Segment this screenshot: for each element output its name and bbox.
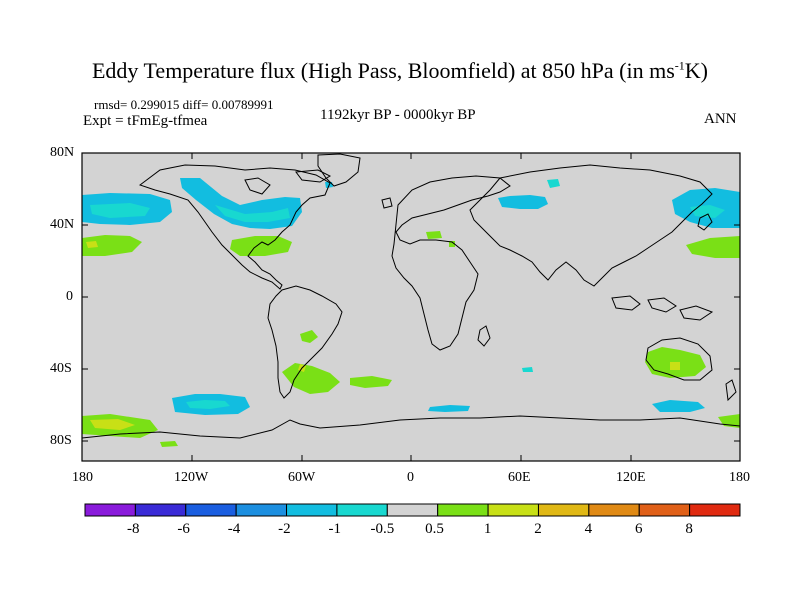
colorbar-label: 2 (534, 521, 542, 537)
experiment-label: Expt = tFmEg-tfmea (83, 113, 208, 129)
lon-label-180w: 180 (72, 470, 93, 485)
lon-label-0: 0 (407, 470, 414, 485)
colorbar-swatch (286, 503, 338, 517)
colorbar-label: -1 (328, 521, 342, 537)
colorbar-label: -6 (177, 521, 190, 537)
region-subtropical-pacific-west (82, 235, 142, 256)
colorbar-label: 4 (584, 521, 593, 537)
colorbar-swatch (588, 503, 640, 517)
colorbar-swatch (537, 503, 590, 517)
flux-regions (82, 178, 740, 447)
lat-label-40s: 40S (50, 361, 72, 376)
colorbar-label: 8 (685, 521, 693, 537)
region-southern-ocean-indian (652, 400, 705, 412)
colorbar-swatch (689, 503, 741, 517)
region-south-america (282, 363, 340, 394)
lon-label-120w: 120W (174, 470, 209, 485)
region-gulf (230, 236, 292, 256)
map-background (82, 153, 740, 461)
colorbar-swatch (235, 503, 288, 517)
map-title: Eddy Temperature flux (High Pass, Bloomf… (91, 58, 708, 83)
lat-label-80n: 80N (50, 145, 75, 160)
coastlines (81, 153, 741, 439)
colorbar-label: -2 (278, 521, 291, 537)
colorbar-label: 6 (635, 521, 643, 537)
colorbar (84, 503, 741, 517)
axis-ticks (81, 152, 741, 461)
colorbar-label: -4 (227, 521, 241, 537)
lat-label-80s: 80S (50, 433, 72, 448)
lat-label-0: 0 (66, 289, 73, 304)
colorbar-swatch (185, 503, 237, 517)
colorbar-label: 0.5 (425, 521, 444, 537)
colorbar-label: 1 (483, 521, 492, 537)
colorbar-swatch (134, 503, 187, 517)
region-eurasia-north (498, 195, 548, 209)
colorbar-label: -0.5 (370, 521, 395, 537)
stats-text: rmsd= 0.299015 diff= 0.00789991 (94, 97, 274, 112)
colorbar-swatch (437, 503, 489, 517)
lon-label-60e: 60E (508, 470, 531, 485)
lon-label-60w: 60W (288, 470, 316, 485)
lon-label-120e: 120E (616, 470, 646, 485)
colorbar-swatch (84, 503, 136, 517)
season-label: ANN (704, 111, 737, 127)
colorbar-swatch (386, 503, 439, 517)
colorbar-swatch (638, 503, 691, 517)
colorbar-swatch (336, 503, 388, 517)
colorbar-label: -8 (126, 521, 140, 537)
period-label: 1192kyr BP - 0000kyr BP (320, 107, 476, 123)
lon-label-180e: 180 (729, 470, 750, 485)
colorbar-swatch (487, 503, 539, 517)
region-subtropical-pacific-east (686, 236, 740, 258)
lat-label-40n: 40N (50, 217, 75, 232)
